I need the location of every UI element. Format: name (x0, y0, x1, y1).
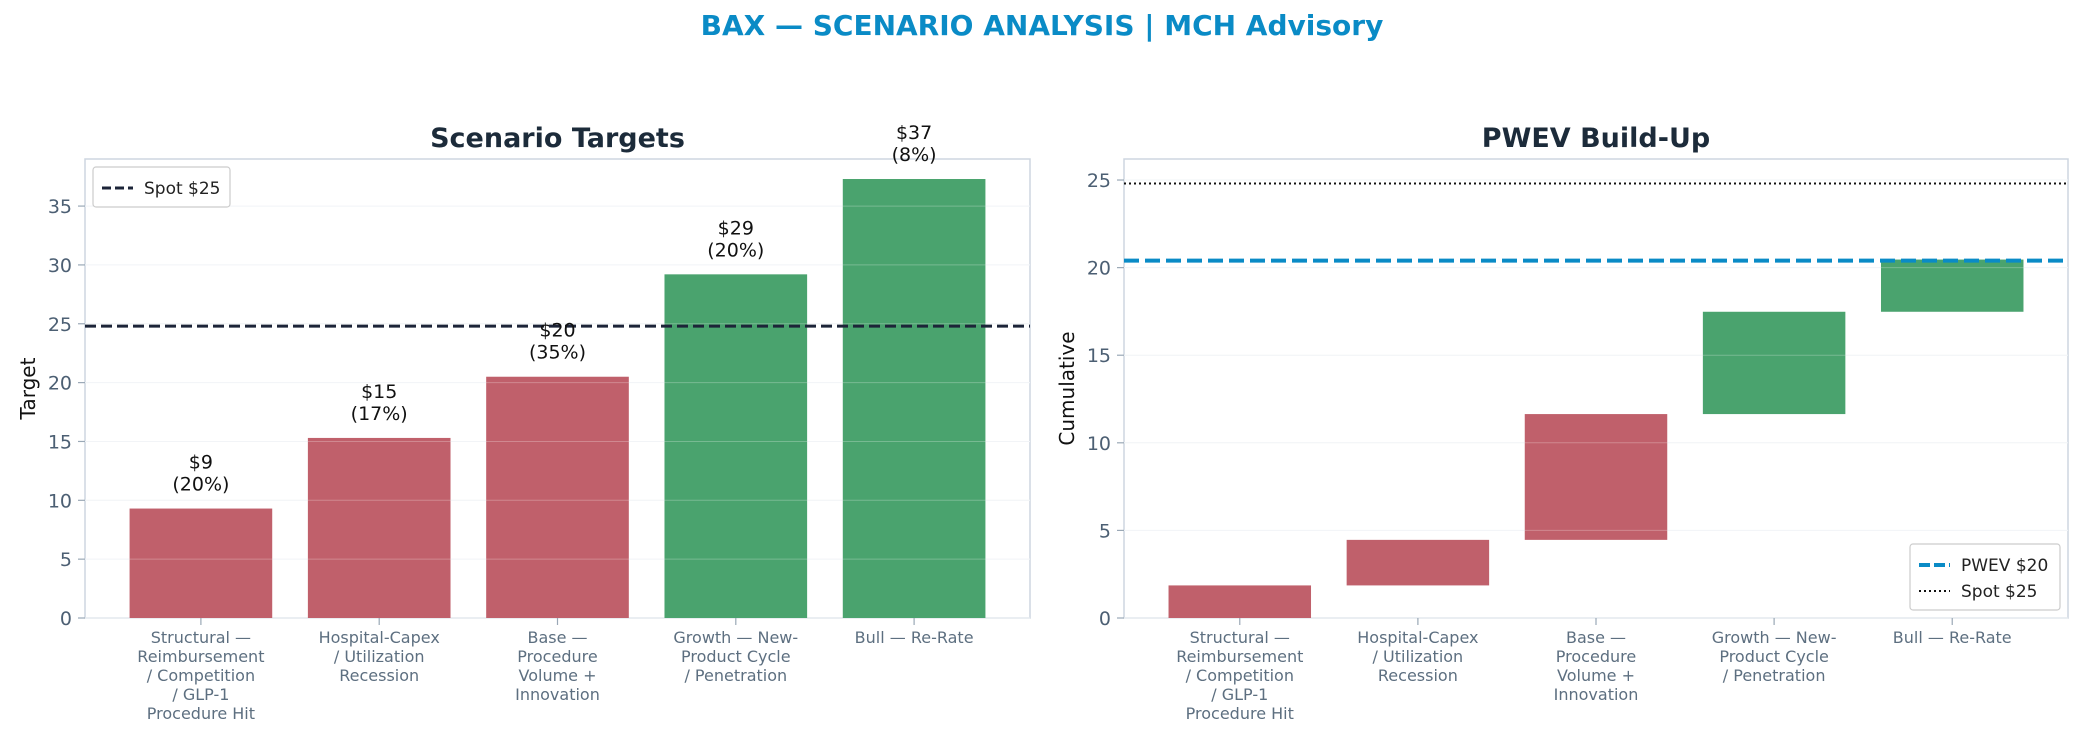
x-tick-label: Product Cycle (681, 647, 791, 666)
bar (664, 274, 808, 618)
y-axis-label: Cumulative (1055, 331, 1079, 445)
value-label: $15 (361, 381, 397, 403)
x-tick-label: / Competition (147, 666, 255, 685)
x-tick-label: Growth — New- (1712, 628, 1837, 647)
y-tick-label: 25 (1087, 170, 1111, 192)
y-tick-label: 5 (60, 549, 72, 571)
legend-label: Spot $25 (144, 179, 221, 199)
x-tick-label: / Utilization (334, 647, 425, 666)
y-tick-label: 10 (1087, 433, 1111, 455)
x-tick-label: Innovation (515, 685, 600, 704)
x-tick-label: / Competition (1186, 666, 1294, 685)
y-tick-label: 0 (1099, 608, 1111, 630)
probability-label: (20%) (707, 239, 764, 261)
probability-label: (35%) (529, 342, 586, 364)
legend-label: Spot $25 (1961, 582, 2038, 602)
x-tick-label: Base — (527, 628, 587, 647)
x-tick-label: Hospital-Capex (1357, 628, 1478, 647)
x-tick-label: Reimbursement (137, 647, 264, 666)
value-label: $29 (718, 217, 754, 239)
x-tick-label: Volume + (1557, 666, 1635, 685)
x-tick-label: Base — (1566, 628, 1626, 647)
x-tick-label: Procedure Hit (1186, 704, 1294, 723)
bar (1524, 414, 1668, 540)
bar (1880, 259, 2024, 312)
y-tick-label: 0 (60, 608, 72, 630)
x-tick-label: Bull — Re-Rate (1893, 628, 2012, 647)
bar (486, 376, 629, 618)
bar (129, 508, 273, 618)
value-label: $20 (539, 320, 575, 342)
probability-label: (20%) (172, 474, 229, 496)
pwev-buildup-panel: 0 5 10 15 20 25 Structural —Reimbursement/ Com… (1055, 123, 2069, 723)
plot-frame (1123, 158, 2069, 619)
x-tick-label: / Utilization (1373, 647, 1464, 666)
probability-label: (8%) (892, 144, 937, 166)
x-tick-label: Reimbursement (1176, 647, 1303, 666)
y-tick-label: 20 (1087, 258, 1111, 280)
y-tick-label: 5 (1099, 520, 1111, 542)
x-tick-label: Recession (339, 666, 419, 685)
bar (1702, 311, 1846, 415)
y-tick-label: 15 (1087, 345, 1111, 367)
x-tick-label: Bull — Re-Rate (855, 628, 974, 647)
panel-title: PWEV Build-Up (1482, 123, 1710, 154)
y-axis-label: Target (16, 357, 40, 420)
bar (307, 437, 451, 618)
y-tick-label: 25 (48, 314, 72, 336)
legend-label: PWEV $20 (1961, 556, 2048, 576)
x-tick-label: / Penetration (684, 666, 787, 685)
bar (1346, 539, 1490, 586)
x-tick-label: Procedure (1556, 647, 1636, 666)
panel-title: Scenario Targets (430, 123, 685, 154)
x-tick-label: Hospital-Capex (319, 628, 440, 647)
x-tick-label: Procedure (517, 647, 597, 666)
y-tick-label: 15 (48, 431, 72, 453)
y-tick-label: 30 (48, 255, 72, 277)
x-tick-label: Product Cycle (1719, 647, 1829, 666)
value-label: $37 (896, 122, 932, 144)
x-tick-label: Recession (1378, 666, 1458, 685)
legend-box (1909, 543, 2061, 611)
x-tick-label: Procedure Hit (147, 704, 255, 723)
probability-label: (17%) (351, 403, 408, 425)
bar (842, 179, 986, 618)
x-tick-label: Structural — (1190, 628, 1290, 647)
value-label: $9 (189, 452, 213, 474)
y-tick-label: 10 (48, 490, 72, 512)
y-tick-label: 20 (48, 373, 72, 395)
x-tick-label: / GLP-1 (1211, 685, 1268, 704)
x-tick-label: Structural — (151, 628, 251, 647)
y-tick-label: 35 (48, 196, 72, 218)
x-tick-label: / GLP-1 (172, 685, 229, 704)
bar (1168, 585, 1312, 618)
main-title: BAX — SCENARIO ANALYSIS | MCH Advisory (701, 9, 1384, 42)
legend-box (92, 166, 231, 208)
x-tick-label: Growth — New- (673, 628, 798, 647)
x-tick-label: / Penetration (1723, 666, 1826, 685)
x-tick-label: Innovation (1554, 685, 1639, 704)
x-tick-label: Volume + (519, 666, 597, 685)
